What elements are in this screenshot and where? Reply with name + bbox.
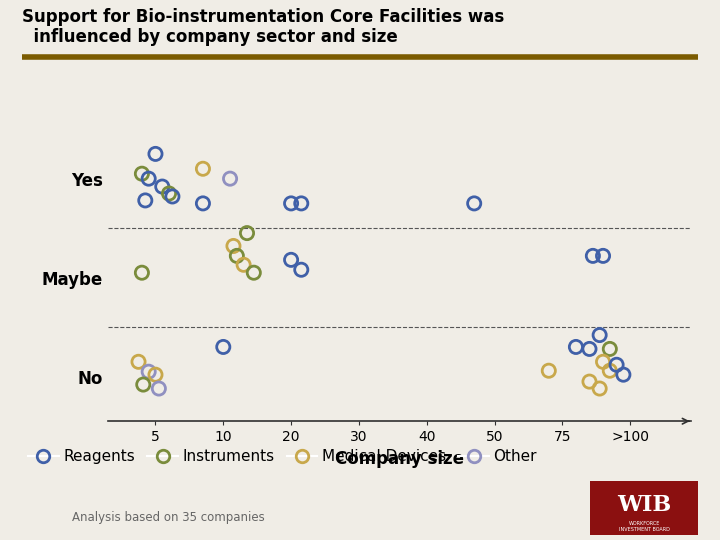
Point [143,367,155,376]
Point [584,345,595,353]
Point [295,266,307,274]
Point [228,242,239,251]
Point [594,330,606,340]
Text: influenced by company sector and size: influenced by company sector and size [22,28,397,46]
Point [285,199,297,208]
Point [150,150,161,158]
Point [598,357,609,366]
Point [594,384,606,393]
Point [543,366,554,375]
Point [587,252,598,260]
Point [238,260,249,269]
Point [570,342,582,351]
Point [166,192,178,201]
Point [611,361,622,369]
Point [140,196,151,205]
Point [241,229,253,238]
Point [231,252,243,260]
Point [225,174,236,183]
Point [285,255,297,264]
Text: Analysis based on 35 companies: Analysis based on 35 companies [72,511,265,524]
Point [295,199,307,208]
Point [143,174,155,183]
Point [136,268,148,277]
Point [217,342,229,351]
Point [584,377,595,386]
Point [197,164,209,173]
Text: WIB: WIB [617,494,672,516]
Point [156,183,168,191]
Text: Support for Bio-instrumentation Core Facilities was: Support for Bio-instrumentation Core Fac… [22,8,504,26]
Point [153,384,165,393]
Point [138,380,149,389]
Point [136,170,148,178]
Point [132,357,144,366]
Legend: Reagents, Instruments, Medical Devices, Other: Reagents, Instruments, Medical Devices, … [22,443,543,470]
Point [598,252,609,260]
Point [618,370,629,379]
Point [197,199,209,208]
Text: WORKFORCE
INVESTMENT BOARD: WORKFORCE INVESTMENT BOARD [619,521,670,532]
Point [604,366,616,375]
Point [150,370,161,379]
Point [469,199,480,208]
X-axis label: Company size: Company size [335,450,464,468]
Point [248,268,260,277]
Point [163,189,175,198]
Point [604,345,616,353]
